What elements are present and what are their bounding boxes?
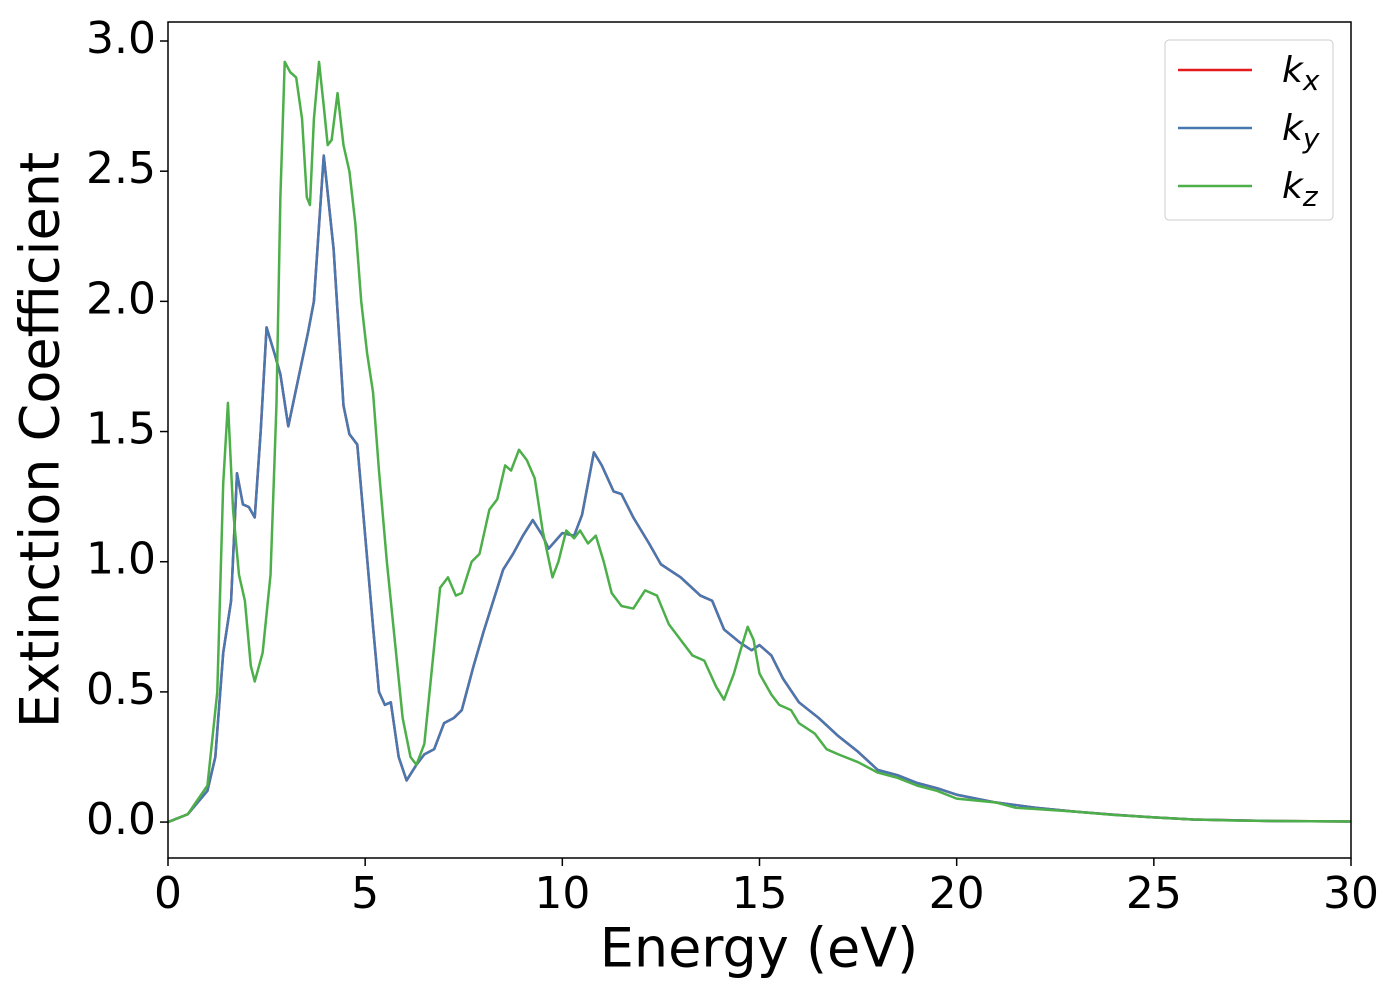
x-tick-label: 30 — [1323, 868, 1379, 919]
x-tick-label: 25 — [1126, 868, 1182, 919]
y-tick-label: 2.0 — [86, 273, 156, 324]
y-tick-label: 1.0 — [86, 534, 156, 585]
y-axis-label: Extinction Coefficient — [9, 152, 72, 728]
legend-label: ky — [1282, 108, 1320, 155]
legend-box — [1164, 39, 1334, 221]
x-tick-label: 5 — [351, 868, 379, 919]
y-tick-label: 3.0 — [86, 13, 156, 64]
y-tick-label: 0.0 — [86, 794, 156, 845]
x-tick-label: 10 — [534, 868, 590, 919]
data-line — [168, 154, 1351, 824]
data-line — [168, 60, 1351, 824]
legend-label: kx — [1282, 50, 1320, 97]
x-axis-label: Energy (eV) — [600, 917, 919, 980]
data-line — [168, 154, 1351, 824]
x-tick-label: 20 — [929, 868, 985, 919]
plot-frame — [167, 21, 1352, 859]
y-tick-label: 1.5 — [86, 404, 156, 455]
y-tick-label: 2.5 — [86, 143, 156, 194]
y-tick-label: 0.5 — [86, 664, 156, 715]
legend-label: kz — [1282, 166, 1319, 213]
x-tick-label: 15 — [732, 868, 788, 919]
x-tick-label: 0 — [154, 868, 182, 919]
